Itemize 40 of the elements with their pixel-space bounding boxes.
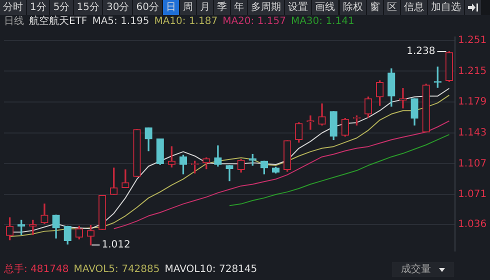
- annotation: 1.012: [102, 240, 130, 251]
- text: 1分: [27, 0, 50, 15]
- chart-title: 航空航天ETF: [29, 16, 88, 28]
- text: 日: [162, 0, 179, 15]
- text: 成交量: [401, 262, 431, 277]
- y-tick-label: 1.071: [458, 189, 487, 200]
- y-tick-label: 1.036: [458, 219, 487, 230]
- text: 画线: [312, 0, 338, 15]
- text: MA20: 1.157: [222, 16, 286, 28]
- text: 窗: [366, 0, 383, 15]
- text: 区: [384, 0, 400, 15]
- text: 分时: [0, 0, 26, 15]
- annotation: 1.238: [406, 46, 436, 58]
- text: 季: [214, 0, 230, 15]
- y-tick-label: 1.251: [458, 35, 487, 46]
- candlestick: [399, 88, 407, 108]
- text: 信息: [400, 0, 427, 15]
- y-tick-label: 1.215: [458, 66, 487, 77]
- text: MAVOL5: 742885: [74, 264, 160, 276]
- text: 设置: [284, 0, 311, 15]
- text: 60分: [133, 0, 162, 15]
- text: 年: [230, 0, 247, 15]
- y-tick-label: 1.179: [458, 96, 487, 108]
- text: 多周期: [248, 0, 284, 15]
- text: 5分: [50, 0, 73, 15]
- text: MA10: 1.187: [154, 16, 218, 28]
- text: MAVOL10: 728145: [164, 264, 258, 276]
- text: MA30: 1.141: [290, 16, 354, 28]
- text: MA5: 1.195: [92, 16, 150, 28]
- text: 除权: [340, 0, 366, 15]
- text: 月: [196, 0, 213, 15]
- text: 30分: [103, 0, 132, 15]
- y-tick-label: 1.143: [458, 127, 487, 138]
- text: 总手: 481748: [4, 264, 69, 276]
- chart-subtitle: 日线: [4, 16, 24, 28]
- text: 15分: [74, 0, 102, 15]
- text: 加自选: [428, 0, 464, 15]
- candlestick: [226, 165, 234, 182]
- text: 周: [180, 0, 196, 15]
- y-tick-label: 1.107: [458, 158, 487, 170]
